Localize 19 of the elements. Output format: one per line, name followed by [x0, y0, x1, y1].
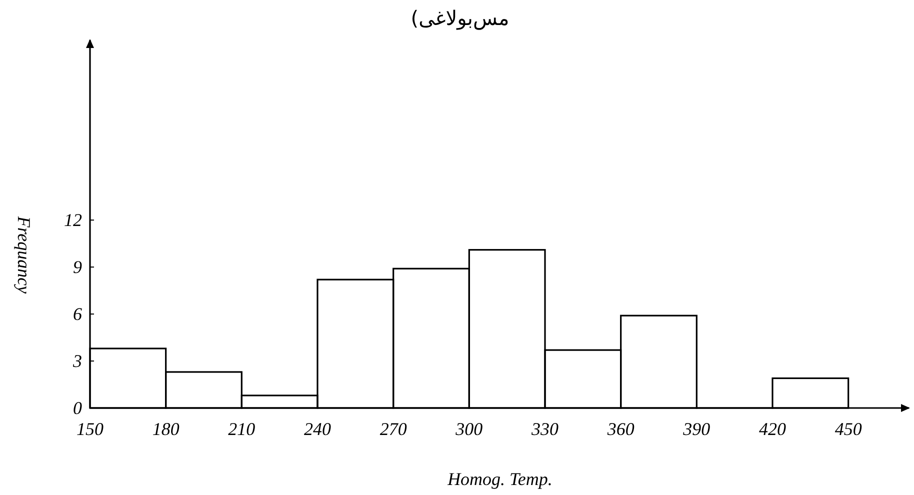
x-tick-label: 180	[152, 419, 180, 439]
x-tick-label: 390	[682, 419, 710, 439]
y-tick-label: 6	[73, 304, 82, 324]
x-tick-label: 210	[228, 419, 256, 439]
y-tick-label: 12	[64, 210, 82, 230]
x-tick-label: 270	[380, 419, 407, 439]
x-tick-label: 330	[530, 419, 558, 439]
x-tick-label: 420	[759, 419, 786, 439]
x-axis-title: Homog. Temp.	[446, 469, 552, 489]
x-tick-label: 150	[76, 419, 104, 439]
y-tick-label: 9	[73, 257, 82, 278]
x-tick-label: 450	[834, 419, 862, 439]
y-axis-title: Frequancy	[14, 215, 34, 294]
x-tick-label: 300	[454, 419, 483, 439]
x-tick-label: 360	[606, 419, 634, 439]
y-tick-label: 3	[72, 351, 82, 372]
y-tick-label: 0	[73, 398, 82, 418]
x-tick-label: 240	[304, 419, 331, 439]
chart-title: مس‌بولاغی)	[410, 6, 510, 30]
